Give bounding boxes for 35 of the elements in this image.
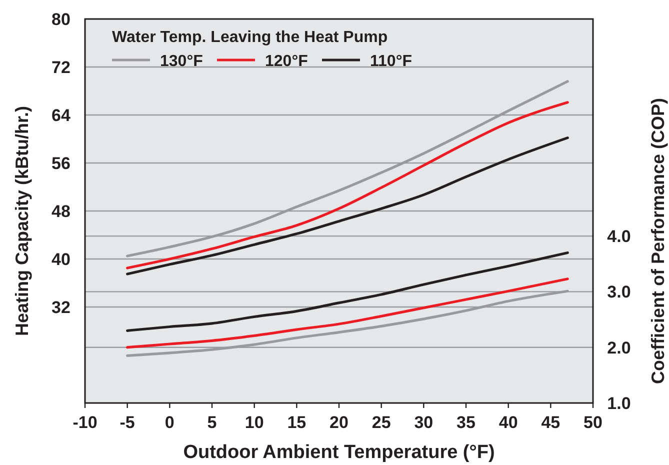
y2-axis-title: Coefficient of Performance (COP) bbox=[648, 98, 668, 384]
line-series bbox=[126, 278, 569, 349]
legend-title: Water Temp. Leaving the Heat Pump bbox=[112, 29, 388, 46]
x-tick-label: 20 bbox=[330, 413, 348, 432]
x-tick-label: 50 bbox=[584, 413, 602, 432]
x-tick-label: -5 bbox=[120, 413, 135, 432]
legend-label: 110°F bbox=[370, 53, 412, 70]
y2-tick-label: 3.0 bbox=[607, 282, 631, 302]
y-tick-label: 32 bbox=[52, 298, 70, 317]
x-axis-title: Outdoor Ambient Temperature (°F) bbox=[183, 442, 495, 463]
x-tick-label: 25 bbox=[372, 413, 391, 432]
y2-tick-label: 1.0 bbox=[607, 394, 631, 413]
y-tick-label: 48 bbox=[52, 202, 70, 221]
y-tick-label: 56 bbox=[52, 154, 70, 173]
x-tick-label: 0 bbox=[164, 413, 174, 432]
legend-label: 130°F bbox=[160, 53, 204, 70]
x-tick-label: 35 bbox=[456, 413, 476, 432]
x-tick-label: 5 bbox=[207, 413, 217, 432]
x-tick-label: 30 bbox=[414, 413, 434, 432]
y2-tick-label: 4.0 bbox=[607, 227, 631, 246]
x-tick-label: 15 bbox=[287, 413, 306, 432]
y-tick-label: 80 bbox=[52, 10, 70, 29]
legend-label: 120°F bbox=[265, 53, 308, 70]
y2-tick-label: 2.0 bbox=[607, 338, 631, 358]
y-axis-title: Heating Capacity (kBtu/hr.) bbox=[12, 106, 32, 336]
x-tick-label: 40 bbox=[498, 413, 518, 432]
y-tick-label: 40 bbox=[52, 250, 70, 269]
y-tick-label: 72 bbox=[52, 58, 70, 77]
y-tick-label: 64 bbox=[52, 106, 71, 125]
x-tick-label: -10 bbox=[72, 413, 98, 432]
line-series bbox=[126, 136, 569, 276]
line-series bbox=[126, 101, 569, 270]
x-tick-label: 10 bbox=[244, 413, 264, 432]
line-series bbox=[126, 251, 569, 332]
x-tick-label: 45 bbox=[541, 413, 560, 432]
